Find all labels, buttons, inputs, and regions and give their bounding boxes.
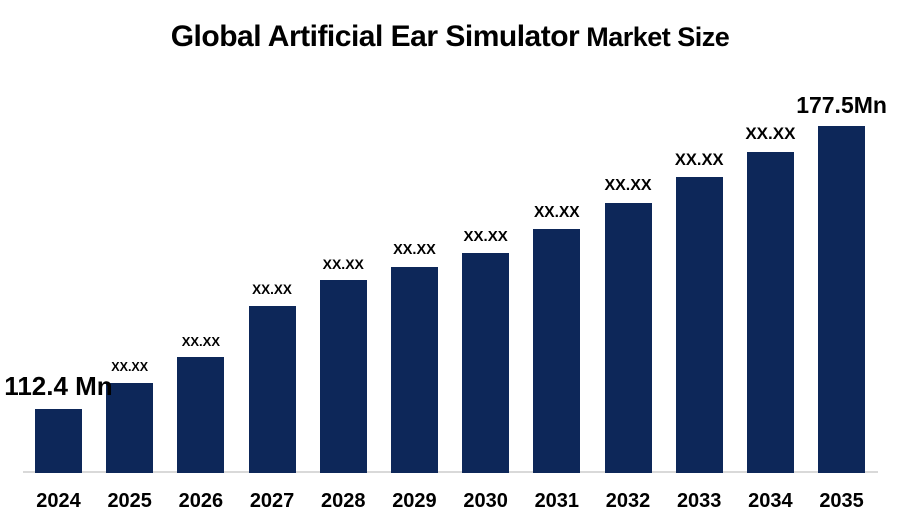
bar-value-label: XX.XX (533, 203, 580, 221)
year-labels-row: 2024 2025 2026 2027 2028 2029 2030 2031 2032 2033… (35, 490, 865, 513)
bar (675, 177, 723, 473)
x-axis-label: 2028 (321, 490, 366, 512)
x-axis-label: 2024 (36, 490, 81, 512)
bar-value-label: 177.5Mn (796, 91, 887, 118)
bar (177, 357, 225, 473)
bar-value-label: XX.XX (322, 255, 364, 272)
x-axis-label: 2031 (534, 490, 580, 512)
bar-column: XX.XX (533, 203, 581, 473)
bar-column: XX.XX (604, 177, 652, 473)
bar (248, 306, 296, 473)
bar (462, 253, 510, 473)
bar-value-label: XX.XX (252, 282, 292, 298)
chart-title: Global Artificial Ear Simulator Market S… (0, 20, 900, 54)
bar-value-label: XX.XX (111, 360, 149, 375)
bar (746, 152, 794, 473)
bar-column: XX.XX (745, 124, 796, 473)
x-axis-label: 2025 (107, 490, 152, 512)
x-axis-label: 2034 (748, 490, 793, 512)
x-axis-label: 2033 (676, 490, 722, 512)
chart-title-sub: Market Size (579, 22, 730, 52)
bar-column: 112.4 Mn (4, 372, 113, 473)
bar (533, 229, 581, 473)
x-axis-label: 2035 (819, 490, 864, 512)
x-axis-label: 2027 (249, 490, 295, 512)
x-axis-line (23, 471, 878, 473)
x-axis-label: 2030 (463, 490, 508, 512)
bar-column: XX.XX (674, 150, 724, 473)
bar-column: XX.XX (462, 227, 510, 473)
bar (604, 203, 652, 473)
bar-column: XX.XX (248, 282, 296, 473)
bar-column: 177.5Mn (796, 92, 887, 473)
bar (390, 267, 438, 473)
bar-value-label: XX.XX (463, 227, 508, 245)
bar-value-label: XX.XX (604, 177, 652, 195)
bar-column: XX.XX (106, 360, 154, 473)
bar-value-label: 112.4 Mn (4, 371, 113, 402)
bar (35, 409, 82, 473)
bar-value-label: XX.XX (393, 242, 436, 259)
x-axis-label: 2026 (178, 490, 224, 512)
bar-column: XX.XX (390, 242, 438, 473)
bars-row: 112.4 Mn XX.XX XX.XX XX.XX XX.XX XX.XX XX.XX XX… (4, 92, 887, 473)
bar (106, 383, 154, 473)
x-axis-label: 2032 (605, 490, 651, 512)
bar (319, 280, 367, 473)
bar-value-label: XX.XX (674, 150, 724, 169)
bar-value-label: XX.XX (181, 333, 221, 349)
x-axis-label: 2029 (392, 490, 437, 512)
bar-column: XX.XX (319, 255, 367, 473)
bar-value-label: XX.XX (745, 124, 796, 144)
bar (818, 126, 866, 473)
chart-title-main: Global Artificial Ear Simulator (170, 20, 580, 53)
bar-column: XX.XX (177, 333, 225, 473)
